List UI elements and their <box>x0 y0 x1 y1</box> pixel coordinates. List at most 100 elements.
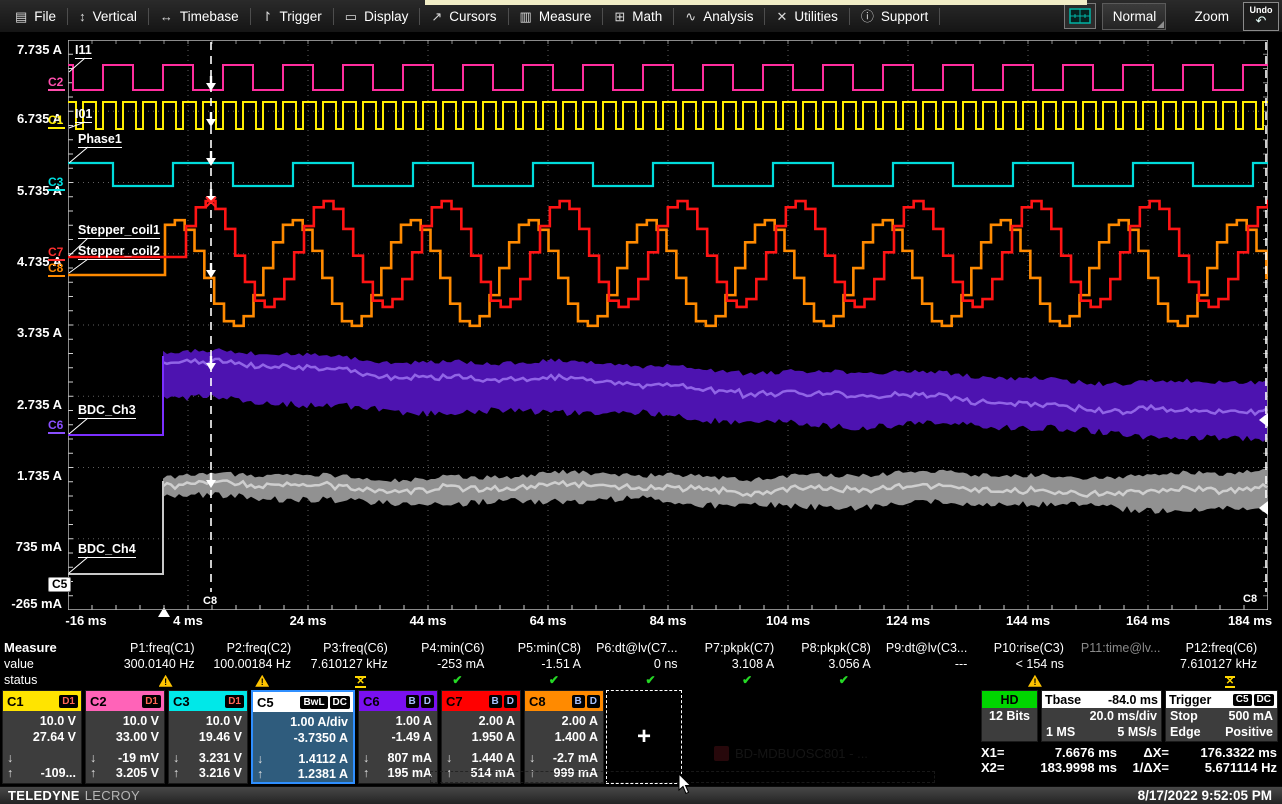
status-row-header: status <box>0 672 108 688</box>
status-bar: TELEDYNELECROY 8/17/2022 9:52:05 PM <box>0 786 1282 804</box>
trace-label-i01[interactable]: I01 <box>75 108 92 123</box>
measure-header-p1[interactable]: P1:freq(C1) <box>108 640 205 656</box>
channel-box-c5[interactable]: C5BwLDC1.00 A/div-3.7350 A↓1.4112 A↑1.23… <box>251 690 355 784</box>
channel-min-value: 3.231 V <box>199 751 242 766</box>
menu-item-timebase[interactable]: ↔ Timebase <box>149 0 250 32</box>
trigger-label: Trigger <box>1169 693 1211 707</box>
utilities-icon: ✕ <box>776 10 787 23</box>
cursor2-trace-tag[interactable]: C8 <box>1243 593 1257 605</box>
measure-header-p7[interactable]: P7:pkpk(C7) <box>688 640 785 656</box>
measure-table: MeasureP1:freq(C1)P2:freq(C2)P3:freq(C6)… <box>0 640 1282 688</box>
waveform-plot[interactable] <box>68 40 1268 610</box>
measure-header-p5[interactable]: P5:min(C8) <box>494 640 591 656</box>
channel-max-value: -109... <box>41 766 76 781</box>
channel-name: C7 <box>446 694 463 709</box>
x-axis-label: 104 ms <box>748 613 828 628</box>
hd-mode-box[interactable]: HD 12 Bits <box>981 690 1038 742</box>
trigger-mode: Stop <box>1170 708 1198 724</box>
channel-max: ↑3.205 V <box>90 766 159 781</box>
channel-box-header: C1D1 <box>3 691 81 711</box>
analysis-chart-icon: ∿ <box>685 10 696 23</box>
channel-vdiv: 10.0 V <box>173 713 242 729</box>
channel-marker-c7[interactable]: C7 <box>48 246 65 261</box>
menu-item-display[interactable]: ▭ Display <box>334 0 420 32</box>
display-mode-dropdown[interactable]: Normal <box>1102 3 1166 30</box>
measure-header-p9[interactable]: P9:dt@lv(C3... <box>881 640 978 656</box>
measure-status: ✕ <box>1171 672 1268 688</box>
channel-marker-c1[interactable]: C1 <box>48 114 65 129</box>
x-axis-label: 24 ms <box>268 613 348 628</box>
measure-status: ✔ <box>494 672 591 688</box>
invdx-label: 1/ΔX= <box>1117 760 1169 775</box>
channel-vdiv: 1.00 A/div <box>257 714 348 730</box>
channel-badge-b: B <box>489 695 502 708</box>
x-axis-label: 144 ms <box>988 613 1068 628</box>
menu-item-label: Utilities <box>794 9 838 24</box>
trace-label-bdc-ch4[interactable]: BDC_Ch4 <box>78 543 136 558</box>
arrow-down-icon: ↓ <box>446 751 452 766</box>
channel-offset: -3.7350 A <box>257 730 348 746</box>
channel-max-value: 3.216 V <box>199 766 242 781</box>
channel-marker-c6[interactable]: C6 <box>48 419 65 434</box>
grid-mode-button[interactable] <box>1064 3 1096 29</box>
add-trace-button[interactable]: + <box>606 690 682 784</box>
tbase-delay: -84.0 ms <box>1108 693 1158 707</box>
trace-label-stepper-coil1[interactable]: Stepper_coil1 <box>78 224 160 239</box>
undo-button[interactable]: Undo ↶ <box>1243 2 1279 31</box>
arrow-up-icon: ↑ <box>363 766 369 781</box>
channel-badge-d: D <box>421 695 434 708</box>
trigger-box[interactable]: Trigger C5 DC Stop 500 mA Edge Positive <box>1165 690 1278 742</box>
measure-header-p6[interactable]: P6:dt@lv(C7... <box>591 640 688 656</box>
measure-header-p12[interactable]: P12:freq(C6) <box>1171 640 1268 656</box>
cursor-arrow-icon: ↗ <box>431 10 442 23</box>
arrow-down-icon: ↓ <box>363 751 369 766</box>
channel-box-c6[interactable]: C6BD1.00 A-1.49 A↓807 mA↑195 mA <box>358 690 438 784</box>
channel-box-c7[interactable]: C7BD2.00 A1.950 A↓1.440 A↑514 mA <box>441 690 521 784</box>
measure-header-p4[interactable]: P4:min(C6) <box>398 640 495 656</box>
cursor-readout: X1= 7.6676 ms ΔX= 176.3322 ms X2= 183.99… <box>981 745 1281 775</box>
measure-header-p8[interactable]: P8:pkpk(C8) <box>784 640 881 656</box>
trigger-icon: ↾ <box>262 10 273 23</box>
measure-header-p2[interactable]: P2:freq(C2) <box>205 640 302 656</box>
tbase-rate: 5 MS/s <box>1117 724 1157 740</box>
channel-box-c2[interactable]: C2D110.0 V33.00 V↓-19 mV↑3.205 V <box>85 690 165 784</box>
menu-item-trigger[interactable]: ↾ Trigger <box>251 0 333 32</box>
channel-box-c1[interactable]: C1D110.0 V27.64 V↓↑-109... <box>2 690 82 784</box>
arrow-down-icon: ↓ <box>257 752 263 767</box>
measure-row-header: Measure <box>0 640 108 656</box>
measure-value: 7.610127 kHz <box>1171 656 1268 672</box>
zoom-label[interactable]: Zoom <box>1194 9 1229 24</box>
channel-offset: -1.49 A <box>363 729 432 745</box>
channel-marker-c8[interactable]: C8 <box>48 262 65 277</box>
measure-header-p3[interactable]: P3:freq(C6) <box>301 640 398 656</box>
menu-item-label: Display <box>364 9 408 24</box>
channel-box-c8[interactable]: C8BD2.00 A1.400 A↓-2.7 mA↑999 mA <box>524 690 604 784</box>
measure-value: 7.610127 kHz <box>301 656 398 672</box>
status-warning-icon: ! <box>1028 675 1042 687</box>
menu-item-file[interactable]: ▤ File <box>4 0 67 32</box>
x-axis-label: 44 ms <box>388 613 468 628</box>
timebase-box[interactable]: Tbase -84.0 ms 20.0 ms/div 1 MS 5 MS/s <box>1041 690 1162 742</box>
trace-label-i11[interactable]: I11 <box>75 44 92 59</box>
channel-marker-c3[interactable]: C3 <box>48 176 65 191</box>
math-icon: ⊞ <box>614 10 625 23</box>
channel-marker-c5[interactable]: C5 <box>48 577 71 592</box>
channel-marker-c2[interactable]: C2 <box>48 76 65 91</box>
trace-label-phase1[interactable]: Phase1 <box>78 133 122 148</box>
arrow-up-icon: ↑ <box>173 766 179 781</box>
channel-box-c3[interactable]: C3D110.0 V19.46 V↓3.231 V↑3.216 V <box>168 690 248 784</box>
status-ok-icon: ✔ <box>646 673 656 687</box>
cursor1-trace-tag[interactable]: C8 <box>203 595 217 607</box>
measure-header-p10[interactable]: P10:rise(C3) <box>977 640 1074 656</box>
invdx-value: 5.671114 Hz <box>1169 760 1277 775</box>
trace-label-bdc-ch3[interactable]: BDC_Ch3 <box>78 404 136 419</box>
menu-right-cluster: Normal Zoom Undo ↶ <box>1064 2 1282 31</box>
menu-item-vertical[interactable]: ↕ Vertical <box>68 0 148 32</box>
trace-label-stepper-coil2[interactable]: Stepper_coil2 <box>78 245 160 260</box>
tbase-samples: 1 MS <box>1046 724 1075 740</box>
measure-status: ✔ <box>398 672 495 688</box>
channel-name: C2 <box>90 694 107 709</box>
measure-header-p11[interactable]: P11:time@lv... <box>1074 640 1171 656</box>
channel-box-header: C5BwLDC <box>253 692 353 712</box>
info-icon: ⓘ <box>861 10 874 23</box>
